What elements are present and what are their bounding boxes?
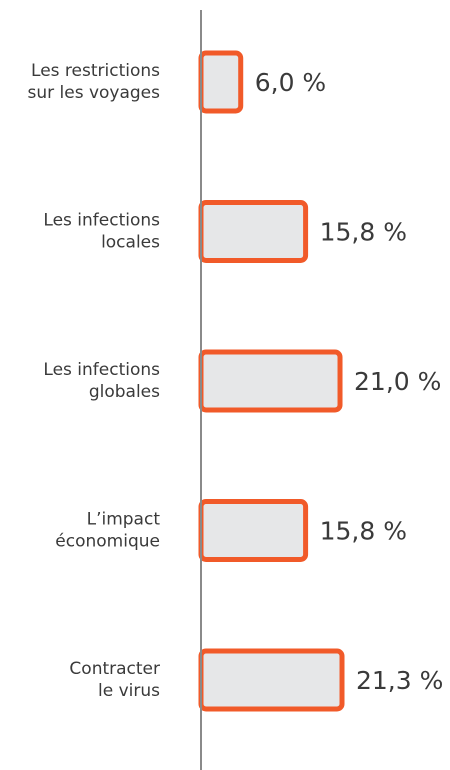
bar [198, 499, 309, 562]
value-label: 21,0 % [354, 367, 441, 396]
category-label: Les restrictions sur les voyages [27, 61, 160, 103]
category-label: Contracter le virus [69, 659, 160, 701]
bar [198, 349, 343, 413]
value-label: 21,3 % [356, 666, 443, 695]
category-label: L’impact économique [55, 510, 160, 552]
value-label: 6,0 % [255, 68, 326, 97]
value-label: 15,8 % [320, 517, 407, 546]
category-label: Les infections globales [43, 360, 160, 402]
bar [198, 200, 309, 263]
bar [198, 50, 244, 114]
bar [198, 648, 345, 712]
category-label: Les infections locales [43, 211, 160, 253]
value-label: 15,8 % [320, 218, 407, 247]
